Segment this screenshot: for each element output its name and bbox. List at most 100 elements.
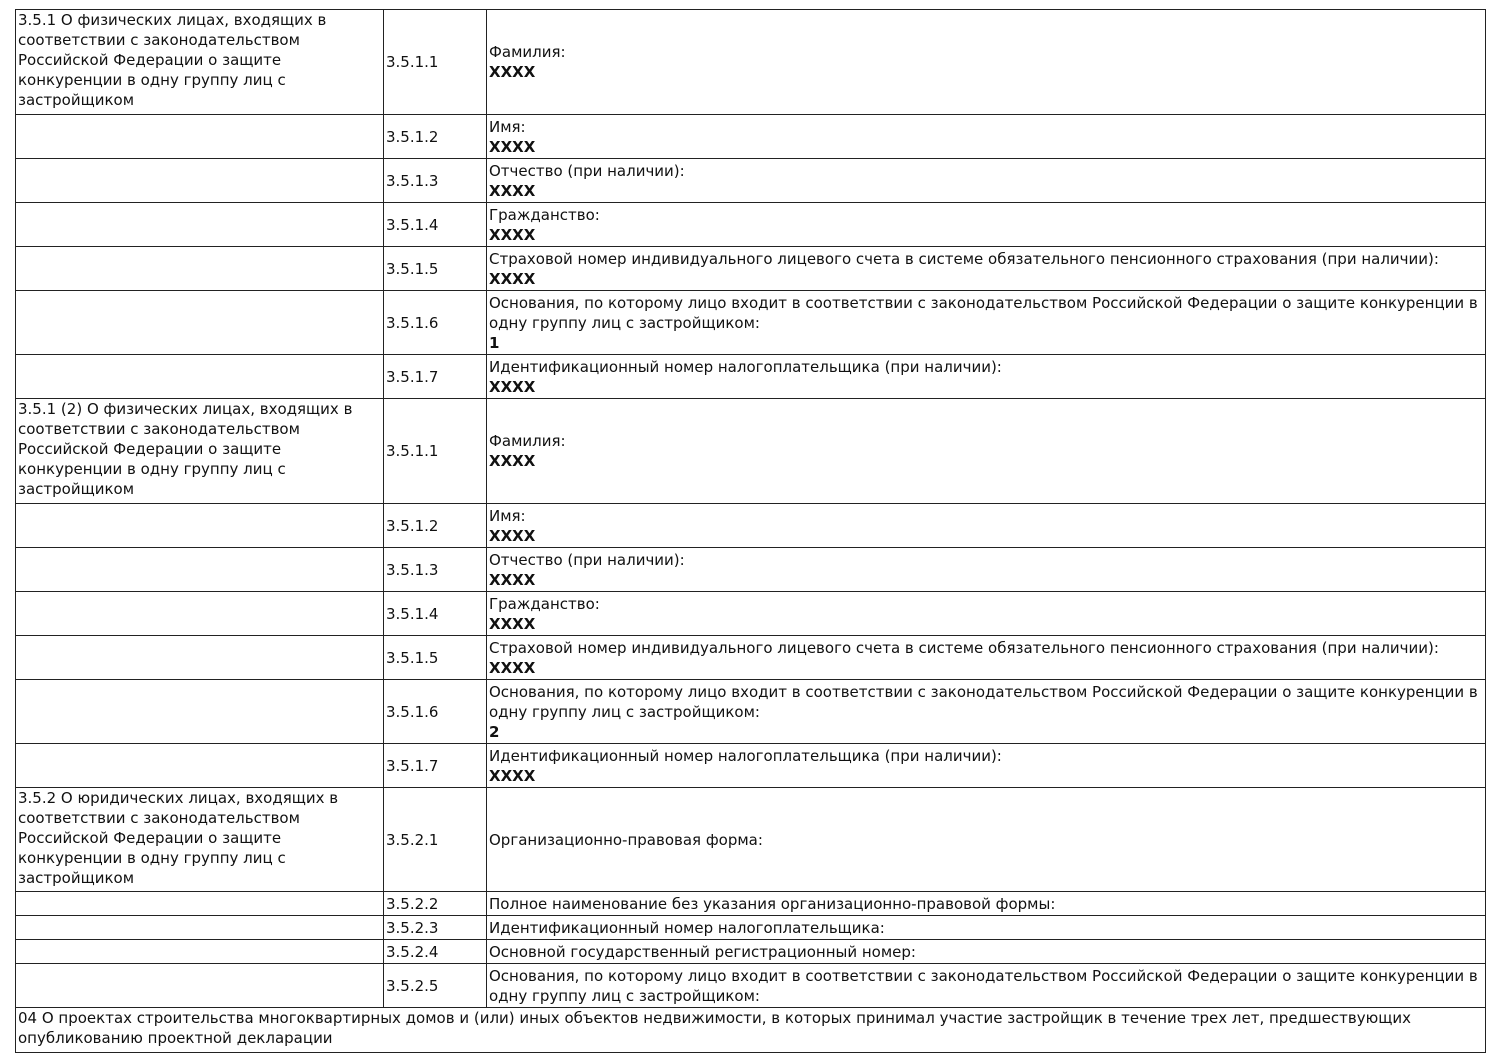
- field-label: Основной государственный регистрационный…: [489, 942, 916, 961]
- field-cell: Идентификационный номер налогоплательщик…: [486, 743, 1486, 788]
- section-title-cell: [15, 158, 384, 203]
- section-title-cell: [15, 202, 384, 247]
- field-cell: Основания, по которому лицо входит в соо…: [486, 290, 1486, 355]
- table-row: 3.5.1.6 Основания, по которому лицо входи…: [15, 290, 1486, 355]
- field-code: 3.5.1.6: [383, 679, 487, 744]
- field-code: 3.5.1.7: [383, 354, 487, 399]
- section-title-cell: [15, 679, 384, 744]
- field-value: 2: [489, 722, 500, 741]
- section-title-cell: [15, 963, 384, 1008]
- table-row: 3.5.1.4 Гражданство: XXXX: [15, 591, 1486, 636]
- field-label: Основания, по которому лицо входит в соо…: [489, 682, 1478, 721]
- field-cell: Имя: XXXX: [486, 114, 1486, 159]
- field-cell: Идентификационный номер налогоплательщик…: [486, 915, 1486, 940]
- section-title-cell: [15, 290, 384, 355]
- field-value: XXXX: [489, 137, 536, 156]
- field-label: Гражданство:: [489, 205, 600, 224]
- field-label: Основания, по которому лицо входит в соо…: [489, 966, 1478, 1005]
- field-code: 3.5.1.2: [383, 114, 487, 159]
- section-title-cell: [15, 591, 384, 636]
- field-label: Полное наименование без указания организ…: [489, 894, 1056, 913]
- section-title-cell: [15, 743, 384, 788]
- field-code: 3.5.2.4: [383, 939, 487, 964]
- field-code: 3.5.1.1: [383, 398, 487, 504]
- table-row: 3.5.1 О физических лицах, входящих в соо…: [15, 9, 1486, 115]
- field-cell: Фамилия: XXXX: [486, 398, 1486, 504]
- section-title-cell: [15, 915, 384, 940]
- table-row: 3.5.1 (2) О физических лицах, входящих в…: [15, 398, 1486, 504]
- table-row: 3.5.1.2 Имя: XXXX: [15, 114, 1486, 159]
- field-label: Фамилия:: [489, 43, 566, 61]
- field-label: Идентификационный номер налогоплательщик…: [489, 746, 1002, 765]
- field-cell: Страховой номер индивидуального лицевого…: [486, 635, 1486, 680]
- table-row: 3.5.1.7 Идентификационный номер налогопла…: [15, 354, 1486, 399]
- field-label: Фамилия:: [489, 432, 566, 450]
- field-value: 1: [489, 333, 500, 352]
- field-code: 3.5.1.2: [383, 503, 487, 548]
- field-cell: Основной государственный регистрационный…: [486, 939, 1486, 964]
- field-cell: Основания, по которому лицо входит в соо…: [486, 679, 1486, 744]
- table-row: 3.5.1.7 Идентификационный номер налогопла…: [15, 743, 1486, 788]
- field-cell: Страховой номер индивидуального лицевого…: [486, 246, 1486, 291]
- table-row: 3.5.2 О юридических лицах, входящих в со…: [15, 787, 1486, 892]
- field-value: XXXX: [489, 181, 536, 200]
- section-title-cell: 3.5.1 (2) О физических лицах, входящих в…: [15, 398, 384, 504]
- field-label: Идентификационный номер налогоплательщик…: [489, 357, 1002, 376]
- table-row: 3.5.1.2 Имя: XXXX: [15, 503, 1486, 548]
- section-title-cell: 3.5.2 О юридических лицах, входящих в со…: [15, 787, 384, 892]
- section-title-cell: [15, 503, 384, 548]
- field-cell: Гражданство: XXXX: [486, 202, 1486, 247]
- field-cell: Идентификационный номер налогоплательщик…: [486, 354, 1486, 399]
- field-cell: Отчество (при наличии): XXXX: [486, 547, 1486, 592]
- field-code: 3.5.1.6: [383, 290, 487, 355]
- field-label: Отчество (при наличии):: [489, 550, 685, 569]
- field-cell: Гражданство: XXXX: [486, 591, 1486, 636]
- section-title-cell: [15, 547, 384, 592]
- field-value: XXXX: [489, 766, 536, 785]
- field-code: 3.5.1.4: [383, 591, 487, 636]
- section-title-cell: [15, 635, 384, 680]
- field-cell: Основания, по которому лицо входит в соо…: [486, 963, 1486, 1008]
- section-title-cell: [15, 246, 384, 291]
- section-title-cell: [15, 939, 384, 964]
- field-label: Идентификационный номер налогоплательщик…: [489, 918, 885, 937]
- field-cell: Организационно-правовая форма:: [486, 787, 1486, 892]
- field-code: 3.5.2.3: [383, 915, 487, 940]
- field-value: XXXX: [489, 269, 536, 288]
- field-cell: Отчество (при наличии): XXXX: [486, 158, 1486, 203]
- table-row: 3.5.1.3 Отчество (при наличии): XXXX: [15, 547, 1486, 592]
- table-row: 3.5.2.2 Полное наименование без указания …: [15, 891, 1486, 916]
- field-cell: Имя: XXXX: [486, 503, 1486, 548]
- section-title-cell: [15, 354, 384, 399]
- field-value: XXXX: [489, 614, 536, 633]
- field-value: XXXX: [489, 377, 536, 396]
- field-label: Имя:: [489, 506, 526, 525]
- section-04-heading: 04 О проектах строительства многоквартир…: [15, 1007, 1486, 1053]
- field-label: Отчество (при наличии):: [489, 161, 685, 180]
- table-row: 3.5.1.4 Гражданство: XXXX: [15, 202, 1486, 247]
- field-code: 3.5.1.7: [383, 743, 487, 788]
- field-label: Имя:: [489, 117, 526, 136]
- field-label: Страховой номер индивидуального лицевого…: [489, 249, 1439, 268]
- field-cell: Полное наименование без указания организ…: [486, 891, 1486, 916]
- section-title-cell: [15, 114, 384, 159]
- field-code: 3.5.2.1: [383, 787, 487, 892]
- field-value: XXXX: [489, 526, 536, 545]
- field-code: 3.5.2.5: [383, 963, 487, 1008]
- table-row: 04 О проектах строительства многоквартир…: [15, 1007, 1486, 1053]
- declaration-table: 3.5.1 О физических лицах, входящих в соо…: [15, 9, 1486, 1053]
- field-label: Организационно-правовая форма:: [489, 830, 763, 849]
- field-value: XXXX: [489, 570, 536, 589]
- table-row: 3.5.2.4 Основной государственный регистра…: [15, 939, 1486, 964]
- field-value: XXXX: [489, 225, 536, 244]
- field-label: Основания, по которому лицо входит в соо…: [489, 293, 1478, 332]
- field-label: Страховой номер индивидуального лицевого…: [489, 638, 1439, 657]
- field-value: XXXX: [489, 658, 536, 677]
- field-code: 3.5.1.3: [383, 158, 487, 203]
- field-code: 3.5.1.3: [383, 547, 487, 592]
- section-title-cell: [15, 891, 384, 916]
- field-code: 3.5.1.4: [383, 202, 487, 247]
- field-value: XXXX: [489, 452, 536, 470]
- field-code: 3.5.2.2: [383, 891, 487, 916]
- field-code: 3.5.1.5: [383, 246, 487, 291]
